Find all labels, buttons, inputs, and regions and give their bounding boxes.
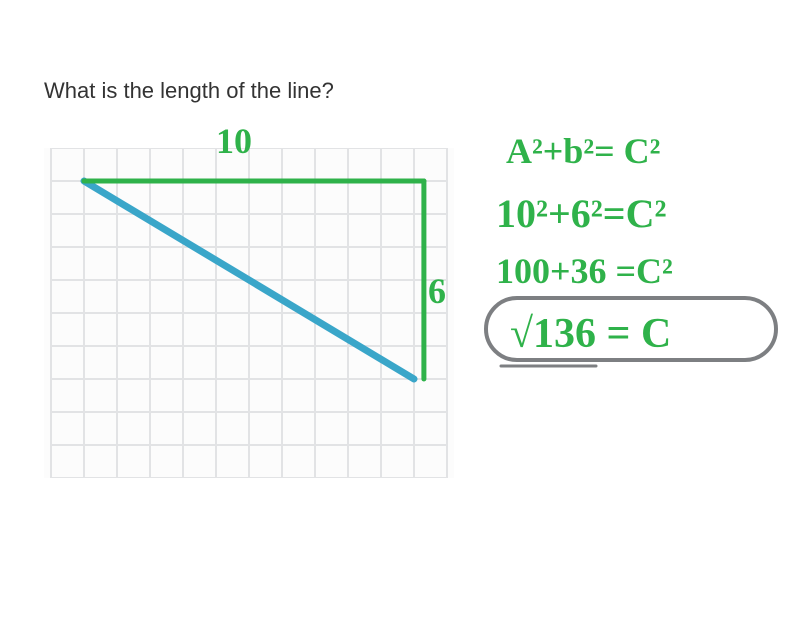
grid-diagram bbox=[44, 148, 454, 478]
work-line-3: 100+36 =C² bbox=[496, 250, 673, 292]
work-line-2: 10²+6²=C² bbox=[496, 190, 666, 237]
question-text: What is the length of the line? bbox=[44, 78, 334, 104]
label-top-10: 10 bbox=[216, 120, 252, 162]
grid-svg bbox=[44, 148, 454, 478]
label-right-6: 6 bbox=[428, 270, 446, 312]
work-line-4: √136 = C bbox=[510, 310, 671, 358]
work-line-1: A²+b²= C² bbox=[506, 130, 660, 172]
